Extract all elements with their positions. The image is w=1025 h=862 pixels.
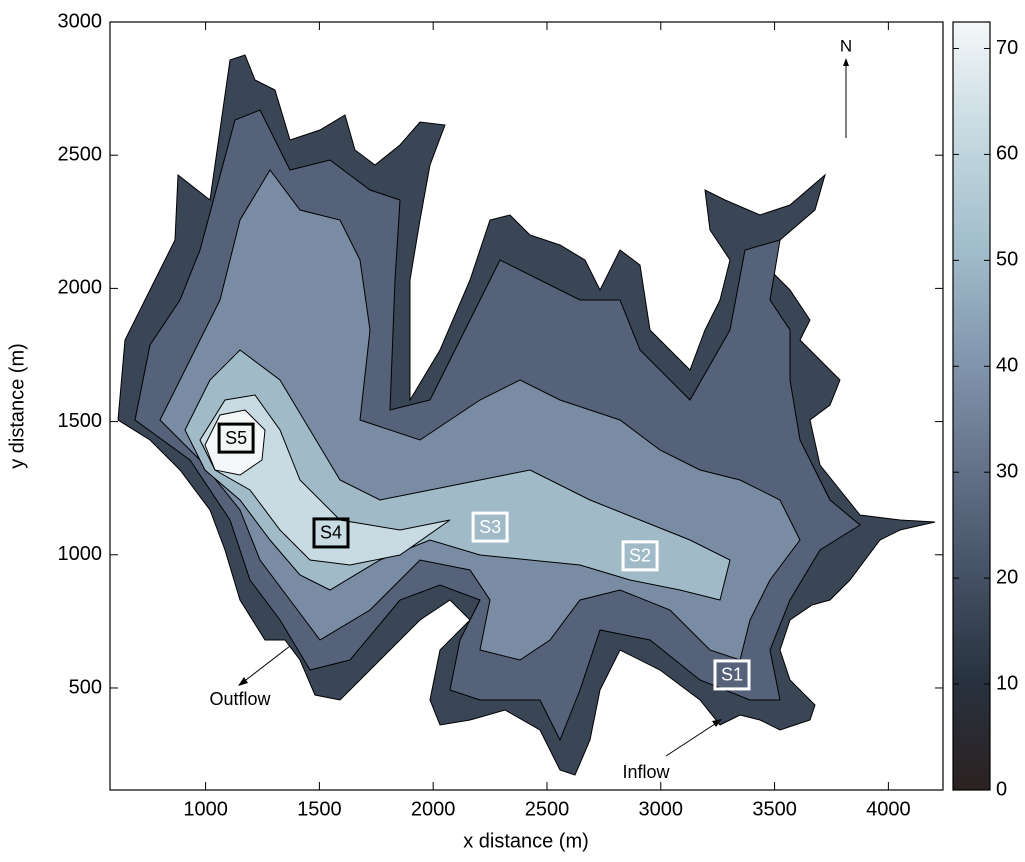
- y-axis-label: y distance (m): [6, 343, 28, 469]
- site-label: S1: [721, 665, 743, 685]
- outflow-arrow: [242, 646, 290, 683]
- inflow-label: Inflow: [622, 762, 670, 782]
- colorbar-tick-label: 60: [996, 143, 1018, 165]
- x-tick-label: 3500: [752, 798, 797, 820]
- x-axis-label: x distance (m): [463, 830, 589, 852]
- site-label: S2: [629, 546, 651, 566]
- x-tick-label: 2500: [525, 798, 570, 820]
- colorbar-tick-label: 40: [996, 355, 1018, 377]
- colorbar-tick-label: 30: [996, 460, 1018, 482]
- outflow-arrowhead: [238, 677, 248, 686]
- north-label: N: [840, 36, 852, 55]
- y-tick-label: 1000: [58, 543, 103, 565]
- colorbar-tick-label: 0: [996, 778, 1007, 800]
- x-tick-label: 2000: [411, 798, 456, 820]
- y-tick-label: 1500: [58, 410, 103, 432]
- north-arrowhead: [843, 58, 849, 66]
- site-label: S5: [225, 428, 247, 448]
- y-tick-label: 2000: [58, 277, 103, 299]
- site-label: S4: [320, 523, 342, 543]
- y-tick-label: 3000: [58, 10, 103, 32]
- inflow-arrow: [666, 722, 718, 756]
- site-label: S3: [479, 517, 501, 537]
- colorbar-tick-label: 50: [996, 249, 1018, 271]
- x-tick-label: 3000: [639, 798, 684, 820]
- x-tick-label: 1500: [297, 798, 342, 820]
- colorbar-tick-label: 20: [996, 566, 1018, 588]
- colorbar: [953, 22, 990, 790]
- colorbar-tick-label: 70: [996, 37, 1018, 59]
- outflow-label: Outflow: [209, 689, 271, 709]
- x-tick-label: 1000: [183, 798, 228, 820]
- x-tick-label: 4000: [866, 798, 911, 820]
- chart: x distance (m) y distance (m) N Outflow …: [0, 0, 1025, 857]
- colorbar-tick-label: 10: [996, 672, 1018, 694]
- y-tick-label: 2500: [58, 143, 103, 165]
- y-tick-label: 500: [69, 676, 102, 698]
- lake-shape: [118, 55, 935, 775]
